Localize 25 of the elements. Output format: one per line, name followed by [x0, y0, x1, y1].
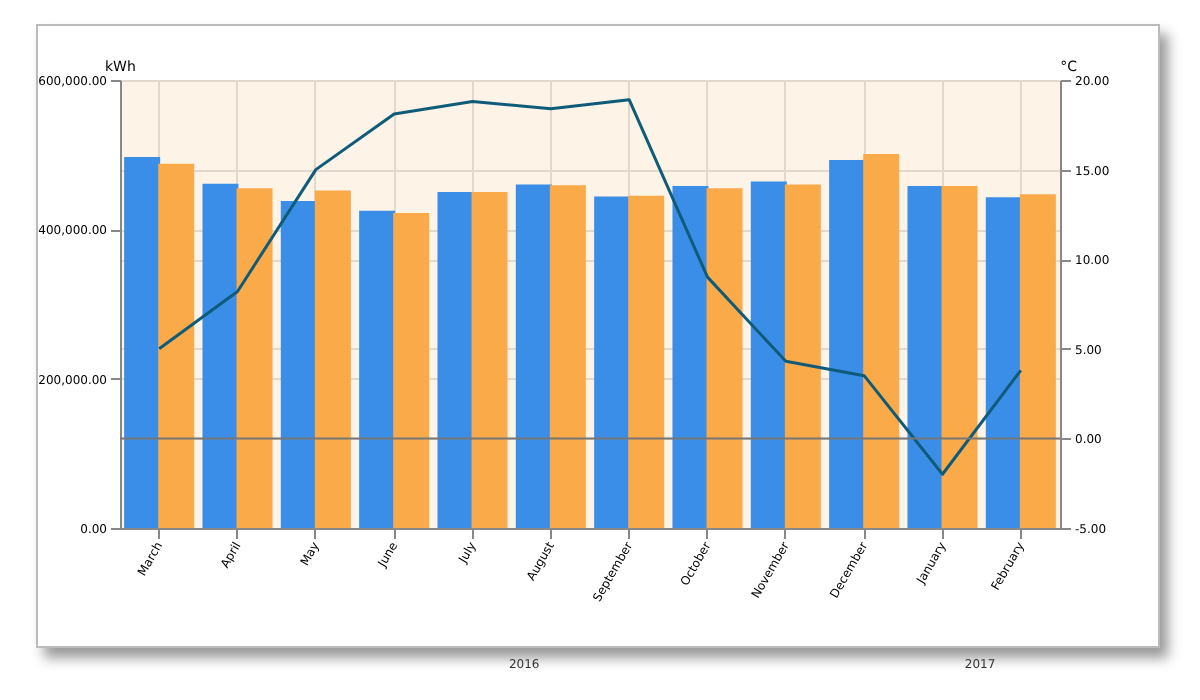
- bar: [437, 192, 474, 528]
- bar: [1019, 194, 1056, 528]
- bar: [628, 195, 665, 528]
- bar: [393, 212, 430, 528]
- bar: [314, 190, 351, 528]
- bar: [359, 210, 396, 528]
- line-series: [157, 98, 1023, 476]
- bar: [985, 197, 1022, 528]
- bar: [202, 183, 239, 528]
- bar: [280, 200, 317, 528]
- bar: [471, 192, 508, 528]
- bar: [515, 184, 552, 528]
- bar: [750, 181, 787, 528]
- bar: [829, 159, 866, 528]
- bar: [158, 163, 195, 528]
- bar: [124, 156, 161, 528]
- bar: [941, 186, 978, 528]
- bar: [706, 188, 743, 528]
- bar: [863, 153, 900, 528]
- bar: [236, 188, 273, 528]
- bar: [907, 186, 944, 528]
- bar: [549, 185, 586, 528]
- bar: [594, 196, 631, 528]
- bar: [784, 184, 821, 528]
- bar: [672, 186, 709, 528]
